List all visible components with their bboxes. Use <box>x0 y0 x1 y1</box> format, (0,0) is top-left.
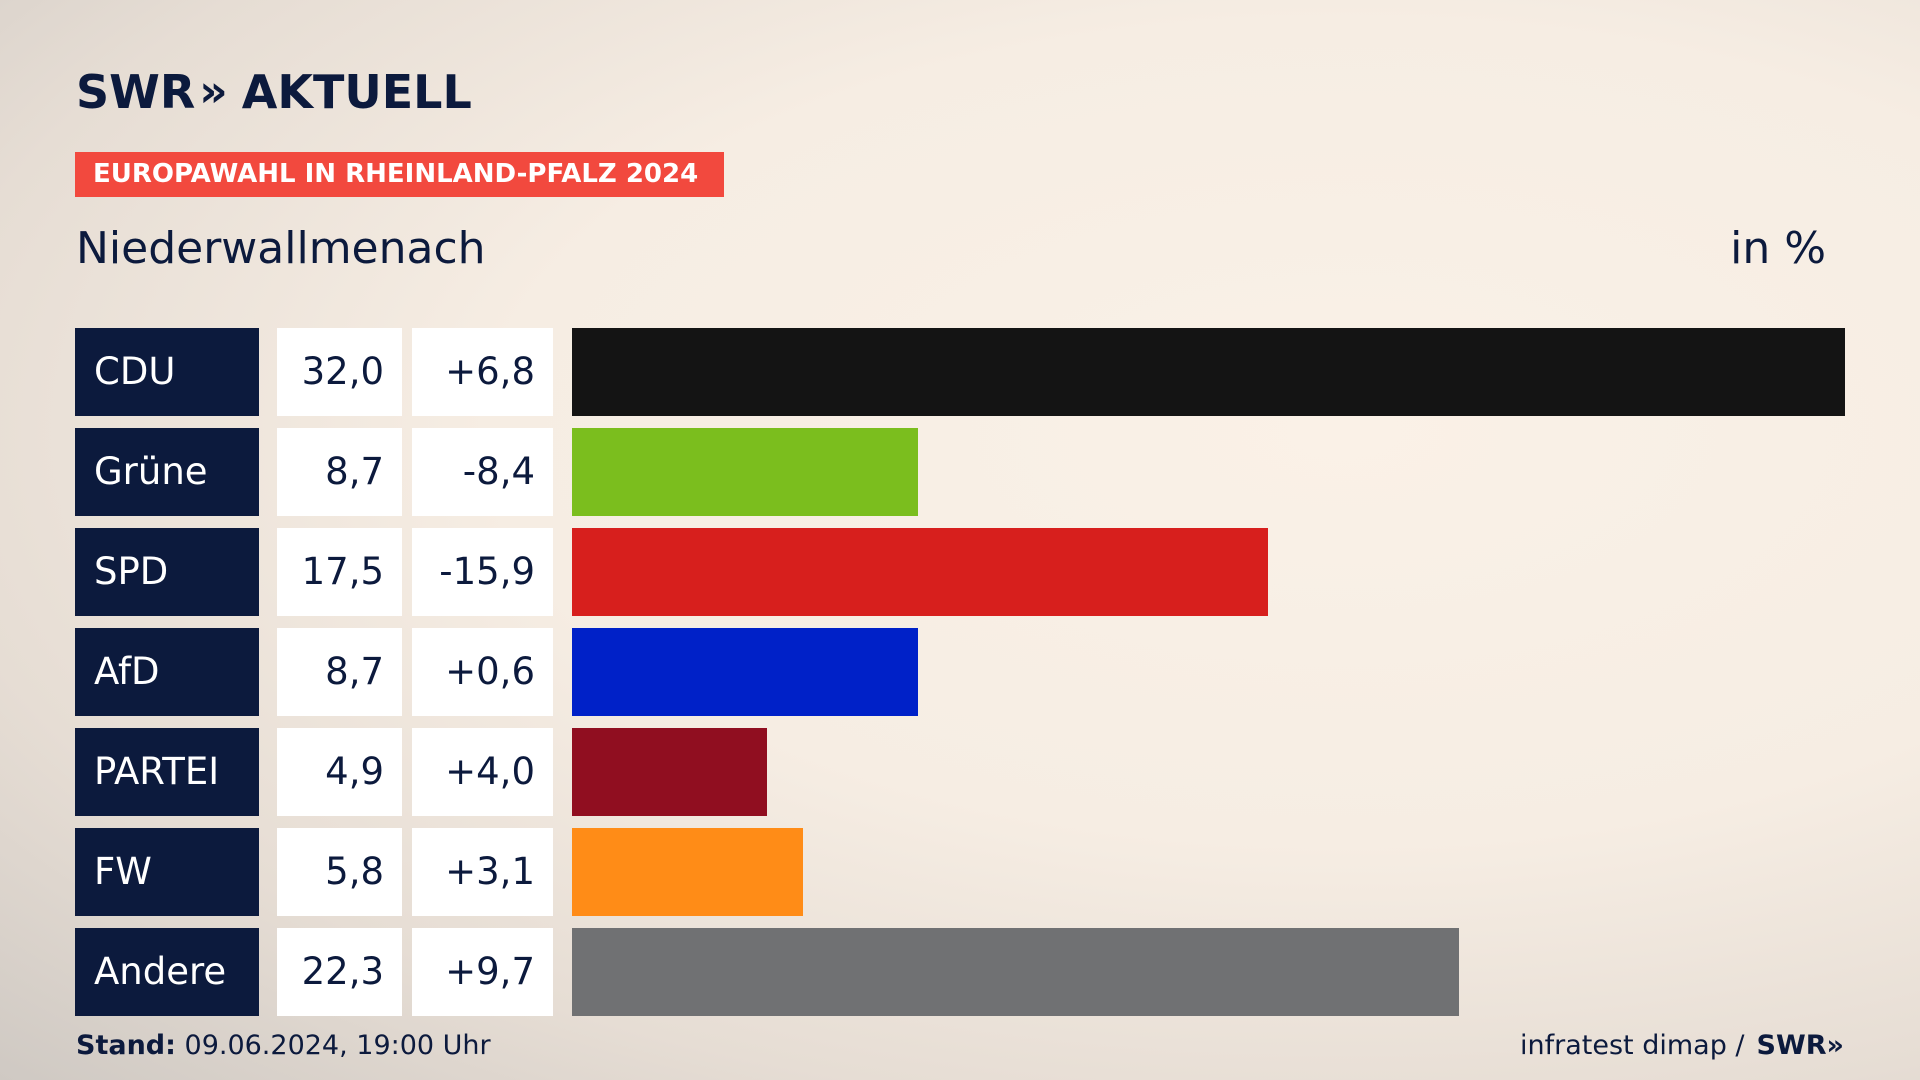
chart-row: PARTEI 4,9 +4,0 <box>0 728 1920 816</box>
stand-value: 09.06.2024, 19:00 Uhr <box>184 1030 491 1061</box>
change-value: -15,9 <box>412 528 553 616</box>
share-value: 4,9 <box>277 728 402 816</box>
election-tag: EUROPAWAHL IN RHEINLAND-PFALZ 2024 <box>75 152 724 197</box>
chart-row: Grüne 8,7 -8,4 <box>0 428 1920 516</box>
change-value: +4,0 <box>412 728 553 816</box>
stand-label: Stand: <box>76 1030 176 1061</box>
source-text: infratest dimap / <box>1520 1030 1745 1061</box>
result-bar <box>572 828 803 916</box>
chart-row: SPD 17,5 -15,9 <box>0 528 1920 616</box>
change-value: +3,1 <box>412 828 553 916</box>
party-label: FW <box>75 828 259 916</box>
result-bar <box>572 728 767 816</box>
source-credit: infratest dimap / SWR» <box>1520 1030 1844 1061</box>
party-label: AfD <box>75 628 259 716</box>
party-label: PARTEI <box>75 728 259 816</box>
timestamp: Stand: 09.06.2024, 19:00 Uhr <box>76 1030 491 1061</box>
change-value: +0,6 <box>412 628 553 716</box>
chart-row: CDU 32,0 +6,8 <box>0 328 1920 416</box>
swr-small-logo: SWR» <box>1756 1030 1844 1061</box>
result-bar <box>572 328 1845 416</box>
chart-row: Andere 22,3 +9,7 <box>0 928 1920 1016</box>
share-value: 8,7 <box>277 628 402 716</box>
party-label: Grüne <box>75 428 259 516</box>
share-value: 17,5 <box>277 528 402 616</box>
page-title: Niederwallmenach <box>76 223 486 274</box>
swr-aktuell-logo: SWR » AKTUELL <box>76 65 472 119</box>
share-value: 8,7 <box>277 428 402 516</box>
party-label: CDU <box>75 328 259 416</box>
change-value: -8,4 <box>412 428 553 516</box>
result-bar <box>572 928 1459 1016</box>
change-value: +9,7 <box>412 928 553 1016</box>
result-bar <box>572 628 918 716</box>
change-value: +6,8 <box>412 328 553 416</box>
share-value: 22,3 <box>277 928 402 1016</box>
share-value: 32,0 <box>277 328 402 416</box>
chart-row: FW 5,8 +3,1 <box>0 828 1920 916</box>
chart-row: AfD 8,7 +0,6 <box>0 628 1920 716</box>
result-bar <box>572 528 1268 616</box>
share-value: 5,8 <box>277 828 402 916</box>
logo-chevron-icon: » <box>199 66 228 117</box>
logo-aktuell-text: AKTUELL <box>241 65 472 119</box>
party-label: SPD <box>75 528 259 616</box>
unit-label: in % <box>1730 223 1826 274</box>
result-bar <box>572 428 918 516</box>
logo-swr-text: SWR <box>76 65 196 119</box>
party-label: Andere <box>75 928 259 1016</box>
